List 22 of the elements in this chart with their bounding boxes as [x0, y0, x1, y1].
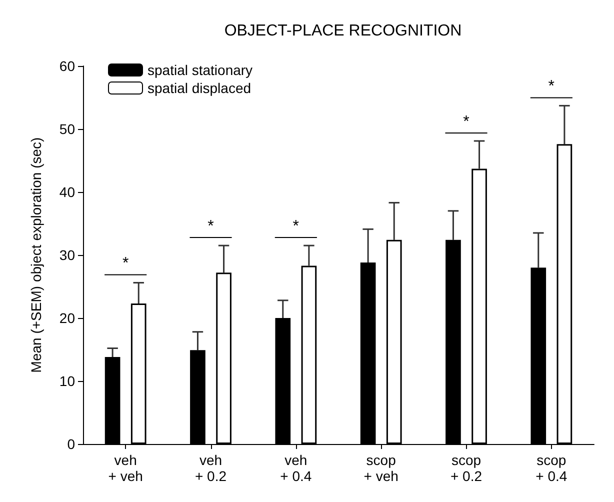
annotation: *: [208, 218, 214, 236]
x-tick-label: veh + veh: [108, 452, 143, 484]
annotation: *: [463, 113, 470, 130]
y-tick-label: 50: [59, 121, 76, 137]
y-tick-label: 30: [59, 247, 76, 263]
legend-label: spatial displaced: [148, 80, 252, 96]
x-tick-label: veh + 0.2: [194, 452, 227, 484]
y-tick-label: 10: [59, 373, 76, 389]
x-tick-label: scop + veh: [364, 452, 398, 484]
y-axis-title: Mean (+SEM) object exploration (sec): [28, 137, 44, 373]
annotation: *: [292, 218, 300, 236]
annotation: *: [122, 255, 129, 272]
chart-title: OBJECT-PLACE RECOGNITION: [224, 22, 462, 40]
legend-label: spatial stationary: [148, 62, 253, 78]
annotation: *: [548, 78, 555, 96]
y-tick-label: 0: [67, 436, 76, 452]
x-tick-label: scop + 0.4: [536, 452, 568, 484]
x-tick-label: veh + 0.4: [280, 452, 312, 484]
y-tick-label: 40: [59, 184, 76, 200]
x-tick-label: scop + 0.2: [450, 452, 482, 484]
y-tick-label: 20: [59, 310, 76, 326]
y-tick-label: 60: [59, 58, 76, 74]
